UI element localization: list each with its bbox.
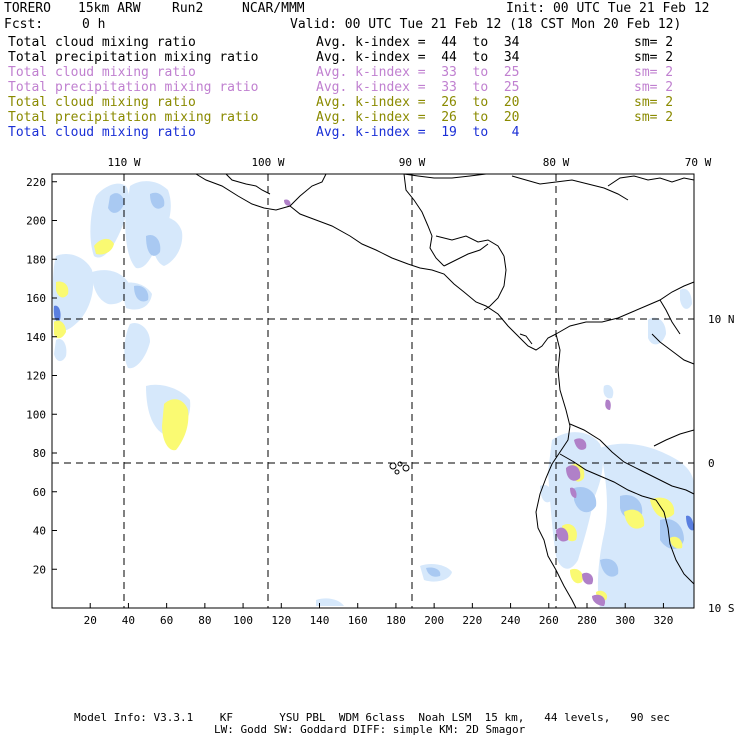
- legend-field: Total cloud mixing ratio: [8, 35, 196, 50]
- legend-kindex: Avg. k-index = 26 to 20: [316, 110, 520, 125]
- x-tick-label: 160: [348, 614, 368, 627]
- x-tick-label: 260: [539, 614, 559, 627]
- x-tick-label: 80: [198, 614, 211, 627]
- valid-time: Valid: 00 UTC Tue 21 Feb 12 (18 CST Mon …: [290, 17, 682, 32]
- x-tick-label: 240: [501, 614, 521, 627]
- y-tick-label: 120: [26, 370, 46, 383]
- legend-field: Total cloud mixing ratio: [8, 95, 196, 110]
- legend-field: Total cloud mixing ratio: [8, 65, 196, 80]
- y-tick-label: 100: [26, 408, 46, 421]
- x-tick-label: 180: [386, 614, 406, 627]
- x-tick-label: 20: [84, 614, 97, 627]
- model-resolution: 15km ARW: [78, 1, 141, 16]
- axis-ticks: [52, 181, 664, 608]
- lon-label: 80 W: [543, 156, 570, 169]
- map-frame: [51, 173, 695, 609]
- legend-smoothing: sm= 2: [634, 65, 674, 80]
- legend-field: Total precipitation mixing ratio: [8, 110, 259, 125]
- legend-smoothing: sm= 2: [634, 35, 674, 50]
- fcst-value: 0 h: [82, 17, 106, 32]
- y-tick-label: 80: [33, 447, 46, 460]
- legend-field: Total precipitation mixing ratio: [8, 50, 259, 65]
- y-tick-label: 160: [26, 292, 46, 305]
- legend-kindex: Avg. k-index = 44 to 34: [316, 50, 520, 65]
- cloud-field-dense: [108, 192, 684, 577]
- precip-moderate: [284, 199, 611, 606]
- y-tick-label: 220: [26, 176, 46, 189]
- y-tick-label: 200: [26, 215, 46, 228]
- legend-kindex: Avg. k-index = 19 to 4: [316, 125, 520, 140]
- y-tick-label: 40: [33, 525, 46, 538]
- model-physics: LW: Godd SW: Goddard DIFF: simple KM: 2D…: [214, 723, 526, 736]
- model-org: NCAR/MMM: [242, 1, 305, 16]
- legend-field: Total precipitation mixing ratio: [8, 80, 259, 95]
- legend-kindex: Avg. k-index = 33 to 25: [316, 80, 520, 95]
- x-tick-label: 280: [577, 614, 597, 627]
- lat-label: 10 S: [708, 602, 735, 615]
- model-name: TORERO: [4, 1, 51, 16]
- model-run: Run2: [172, 1, 204, 16]
- model-info: Model Info: V3.3.1 KF YSU PBL WDM 6class…: [74, 711, 671, 724]
- legend-kindex: Avg. k-index = 44 to 34: [316, 35, 520, 50]
- y-tick-label: 140: [26, 331, 46, 344]
- lat-label: 0: [708, 457, 715, 470]
- y-tick-label: 20: [33, 563, 46, 576]
- fcst-label: Fcst:: [4, 17, 44, 32]
- x-tick-labels: 20 40 60 80 100 120 140 160 180 200 220 240 260 280 30…: [84, 614, 674, 627]
- lat-label: 10 N: [708, 313, 735, 326]
- y-tick-label: 180: [26, 253, 46, 266]
- y-tick-label: 60: [33, 486, 46, 499]
- x-tick-label: 300: [615, 614, 635, 627]
- x-tick-label: 40: [122, 614, 135, 627]
- lon-label: 70 W: [685, 156, 712, 169]
- x-tick-label: 140: [310, 614, 330, 627]
- x-tick-label: 60: [160, 614, 173, 627]
- coastlines: [195, 173, 695, 609]
- cloud-core: [53, 305, 694, 531]
- legend-kindex: Avg. k-index = 33 to 25: [316, 65, 520, 80]
- x-tick-label: 100: [233, 614, 253, 627]
- x-tick-label: 220: [462, 614, 482, 627]
- x-tick-label: 320: [653, 614, 673, 627]
- legend-smoothing: sm= 2: [634, 110, 674, 125]
- lon-label: 100 W: [251, 156, 284, 169]
- legend-smoothing: sm= 2: [634, 50, 674, 65]
- y-tick-labels: 20 40 60 80 100 120 140 160 180 200 220: [26, 176, 46, 577]
- lon-label: 110 W: [107, 156, 140, 169]
- init-time: Init: 00 UTC Tue 21 Feb 12: [506, 1, 710, 16]
- lat-lon-grid: [52, 174, 694, 608]
- lon-label: 90 W: [399, 156, 426, 169]
- legend-smoothing: sm= 2: [634, 80, 674, 95]
- legend-field: Total cloud mixing ratio: [8, 125, 196, 140]
- x-tick-label: 120: [271, 614, 291, 627]
- legend-smoothing: sm= 2: [634, 95, 674, 110]
- x-tick-label: 200: [424, 614, 444, 627]
- legend-kindex: Avg. k-index = 26 to 20: [316, 95, 520, 110]
